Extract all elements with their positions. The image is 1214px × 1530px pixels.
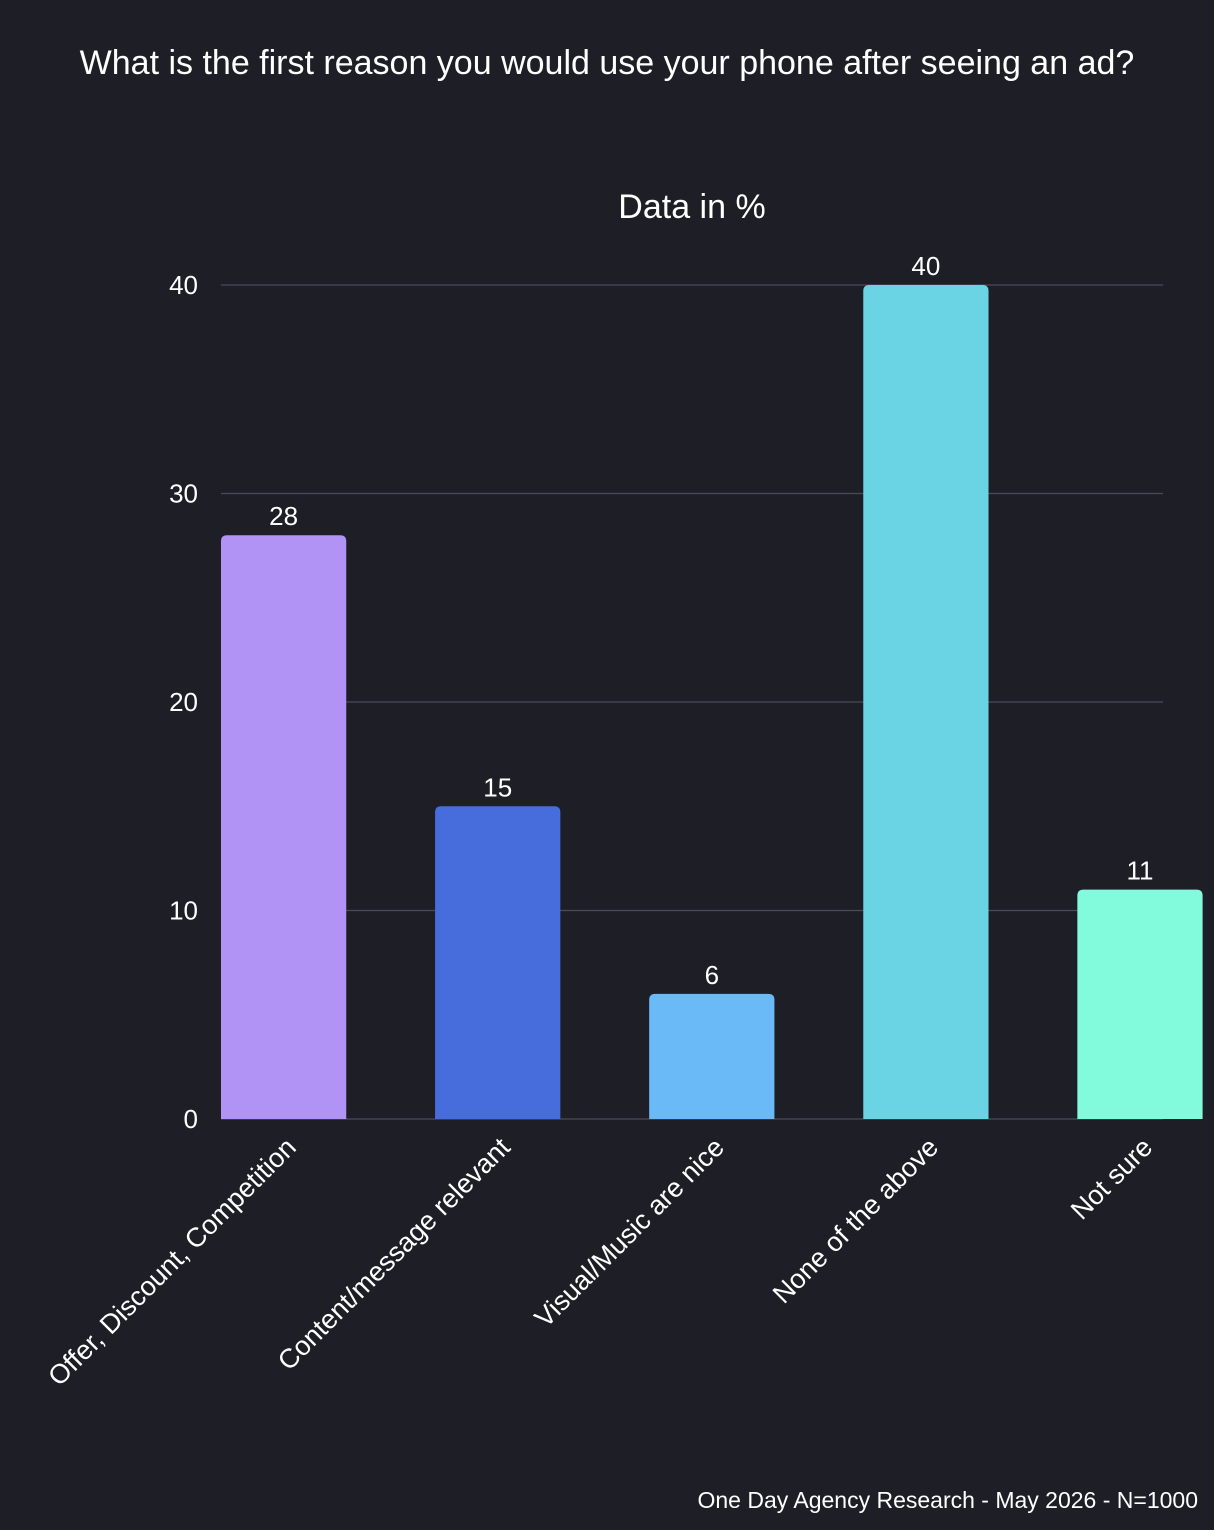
gridlines bbox=[221, 284, 1163, 1120]
y-tick-label: 0 bbox=[184, 1104, 198, 1134]
bar-2 bbox=[435, 806, 561, 1119]
bar-value-label: 6 bbox=[705, 960, 719, 990]
data-labels: 28 15 6 40 11 bbox=[269, 251, 1153, 990]
chart-footer: One Day Agency Research - May 2026 - N=1… bbox=[697, 1487, 1198, 1513]
bar-value-label: 15 bbox=[483, 772, 512, 802]
bar-value-label: 40 bbox=[911, 251, 940, 281]
chart-subtitle: Data in % bbox=[618, 188, 765, 226]
bar-value-label: 11 bbox=[1126, 856, 1153, 886]
x-category-label: Content/message relevant bbox=[272, 1132, 516, 1376]
chart-title: What is the first reason you would use y… bbox=[80, 44, 1135, 82]
bar-value-label: 28 bbox=[269, 501, 298, 531]
y-tick-label: 30 bbox=[169, 479, 198, 509]
bar-4 bbox=[863, 285, 989, 1119]
x-category-label: Visual/Music are nice bbox=[529, 1132, 730, 1333]
y-tick-label: 20 bbox=[169, 687, 198, 717]
bar-5 bbox=[1077, 889, 1203, 1119]
y-axis-ticks: 0 10 20 30 40 bbox=[169, 270, 198, 1134]
bars bbox=[221, 285, 1203, 1119]
bar-3 bbox=[649, 993, 775, 1119]
x-axis-categories: Offer, Discount, CompetitionContent/mess… bbox=[42, 1132, 1158, 1392]
x-category-label: Offer, Discount, Competition bbox=[42, 1132, 302, 1392]
bar-1 bbox=[221, 535, 347, 1119]
x-category-label: None of the above bbox=[767, 1132, 944, 1309]
y-tick-label: 10 bbox=[169, 896, 198, 926]
y-tick-label: 40 bbox=[169, 270, 198, 300]
x-category-label: Not sure bbox=[1065, 1132, 1158, 1225]
